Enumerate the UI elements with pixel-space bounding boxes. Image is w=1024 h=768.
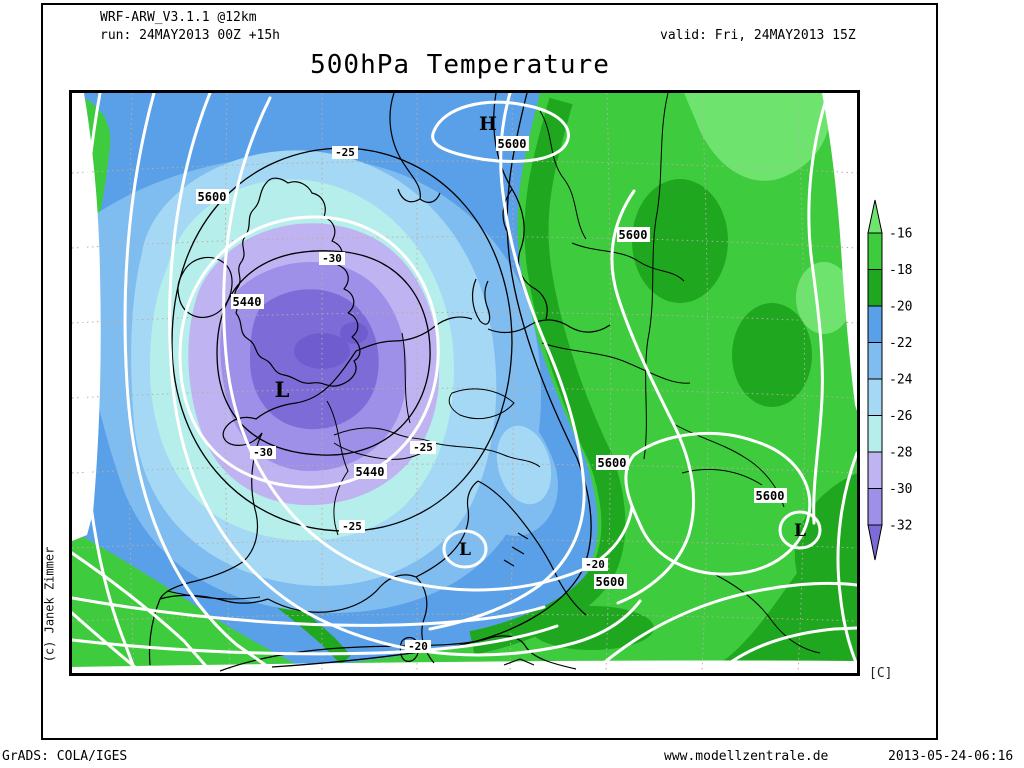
page-border-frame	[41, 3, 938, 740]
legend-value: -26	[889, 409, 912, 424]
legend-value: -28	[889, 446, 912, 461]
legend-arrow-bottom	[867, 524, 883, 561]
legend-arrow-top	[867, 199, 883, 234]
height-label: 5600	[596, 575, 625, 589]
legend-value: -18	[889, 263, 912, 278]
run-time-text: run: 24MAY2013 00Z +15h	[100, 28, 281, 43]
map-frame: 5600 5600 5600 5600 5600 5600 5440 5440 …	[69, 90, 860, 676]
low-pressure-marker: L	[275, 377, 290, 402]
legend-segment	[867, 269, 883, 307]
legend-value: -22	[889, 336, 912, 351]
legend-segment	[867, 451, 883, 489]
legend-segment	[867, 232, 883, 270]
legend-value: -30	[889, 482, 912, 497]
height-label: 5600	[619, 228, 648, 242]
temp-label: -20	[408, 640, 428, 653]
creation-timestamp-text: 2013-05-24-06:16	[888, 749, 1014, 764]
legend-segment	[867, 415, 883, 453]
height-label: 5600	[598, 456, 627, 470]
height-label: 5440	[356, 465, 385, 479]
legend-segment	[867, 305, 883, 343]
low-pressure-marker: L	[459, 540, 471, 560]
chart-title: 500hPa Temperature	[310, 50, 610, 80]
legend-value: -24	[889, 373, 913, 388]
legend-value: -16	[889, 227, 912, 242]
temp-label: -20	[585, 558, 605, 571]
height-label: 5600	[498, 137, 527, 151]
temp-label: -25	[335, 146, 355, 159]
legend-segment	[867, 342, 883, 380]
contour-labels: 5600 5600 5600 5600 5600 5600 5440 5440 …	[196, 113, 806, 653]
legend-colorbar: -16 -18 -20 -22 -24 -26 -28 -30 -32	[867, 199, 913, 561]
temp-label: -25	[342, 520, 362, 533]
temp-label: -30	[322, 252, 342, 265]
temperature-shading	[72, 93, 857, 673]
grads-credit-text: GrADS: COLA/IGES	[2, 749, 128, 764]
temp-label: -30	[253, 446, 273, 459]
temp-label: -25	[413, 441, 433, 454]
low-pressure-marker: L	[794, 521, 806, 541]
legend-value: -32	[889, 519, 912, 534]
height-label: 5600	[198, 190, 227, 204]
height-contours	[70, 91, 859, 675]
height-label: 5600	[756, 489, 785, 503]
country-borders	[166, 92, 821, 654]
high-pressure-marker: H	[479, 113, 497, 135]
valid-time-text: valid: Fri, 24MAY2013 15Z	[660, 28, 856, 43]
legend-unit-label: [C]	[869, 666, 893, 681]
copyright-vertical-text: (c) Janek Zimmer	[42, 546, 57, 663]
website-text: www.modellzentrale.de	[664, 749, 829, 764]
height-label: 5440	[233, 295, 262, 309]
map-canvas: 5600 5600 5600 5600 5600 5600 5440 5440 …	[70, 91, 859, 675]
graticule	[71, 92, 858, 674]
out-of-domain-mask	[72, 93, 857, 673]
legend-value: -20	[889, 300, 912, 315]
legend-segment	[867, 378, 883, 416]
legend-segment	[867, 488, 883, 526]
model-version-text: WRF-ARW_V3.1.1 @12km	[100, 10, 257, 25]
